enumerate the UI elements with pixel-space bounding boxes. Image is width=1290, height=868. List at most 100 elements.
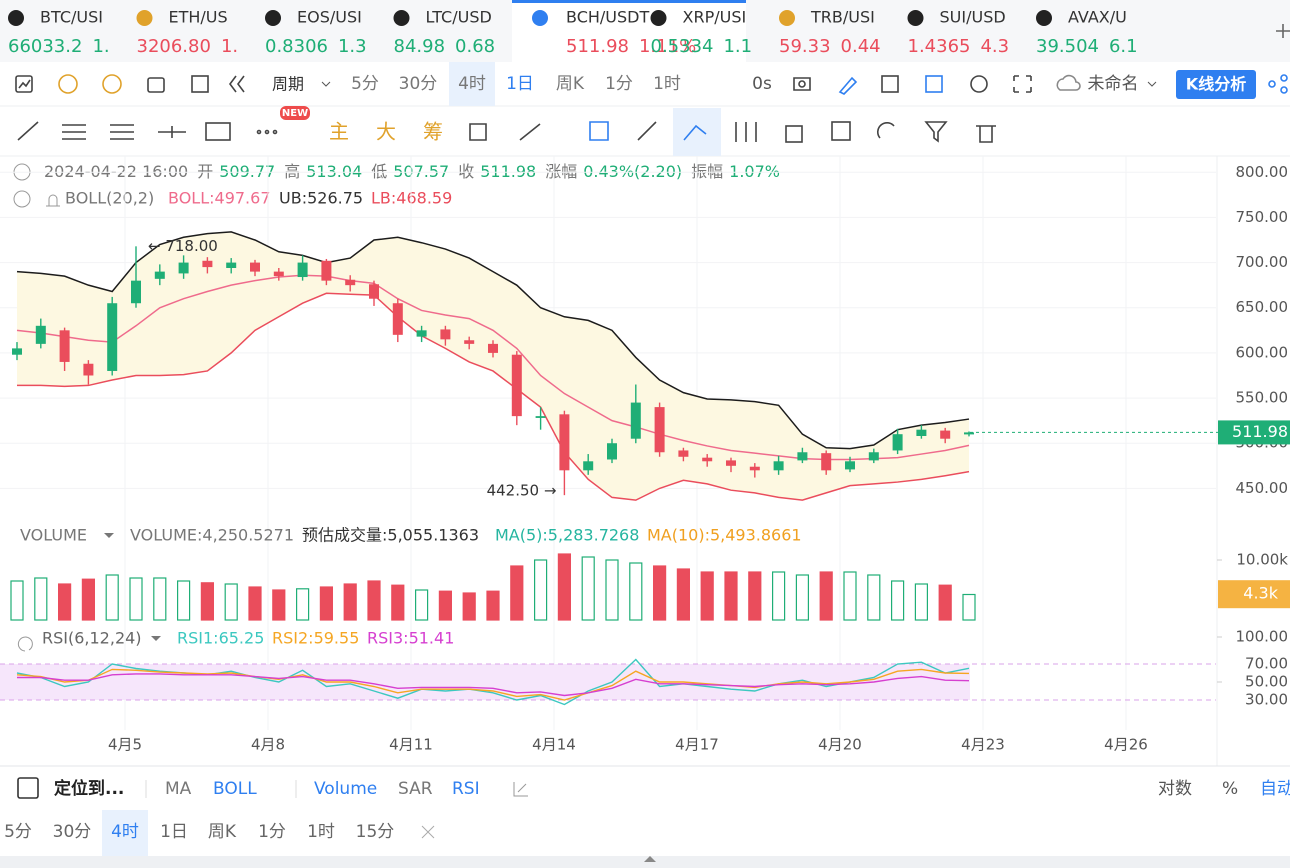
ticker-change: 1.11%: [639, 36, 696, 57]
analysis-button-bg[interactable]: [1176, 70, 1256, 99]
volume-bar: [486, 590, 500, 621]
indicator-button[interactable]: 大: [376, 120, 396, 144]
axis-option[interactable]: %: [1222, 779, 1238, 799]
ticker-tab[interactable]: LTC/USD 84.98 0.68: [393, 8, 496, 58]
candle-body: [12, 348, 22, 355]
volume-bar: [533, 559, 548, 621]
info-label: 振幅: [691, 162, 723, 181]
interval-button[interactable]: 1时: [653, 74, 681, 94]
dropdown-caret: [321, 81, 331, 87]
candle-body: [916, 429, 927, 436]
candle-body: [440, 329, 451, 340]
locate-button[interactable]: 定位到...: [54, 778, 124, 799]
ticker-tab[interactable]: ETH/US 3206.80 1.: [136, 8, 239, 58]
interval-button[interactable]: 1时: [307, 822, 335, 842]
interval-button[interactable]: 30分: [399, 74, 438, 94]
ticker-quote: 39.504 6.1: [1036, 36, 1138, 57]
info-label: 高: [284, 162, 300, 181]
interval-button[interactable]: 1日: [506, 74, 534, 94]
bell-icon[interactable]: [17, 636, 33, 652]
ticker-tab[interactable]: BCH/USDT 511.98 1.11%: [532, 8, 696, 58]
sub-indicator[interactable]: RSI: [452, 779, 480, 799]
x-tick-label: 4月14: [532, 736, 576, 754]
candle-body: [202, 260, 213, 268]
volume-bar: [200, 582, 214, 621]
candle-body: [868, 452, 879, 461]
interval-button[interactable]: 30分: [53, 822, 92, 842]
ticker-tab[interactable]: XRP/USI 0.5334 1.1: [650, 8, 753, 58]
interval-button[interactable]: 4时: [458, 74, 486, 94]
volume-bar: [557, 553, 572, 621]
main-indicator[interactable]: BOLL: [213, 779, 257, 799]
period-label[interactable]: 周期: [272, 75, 304, 94]
interval-button[interactable]: 1分: [605, 74, 633, 94]
y-tick-label: 650.00: [1236, 298, 1289, 316]
volume-bar: [391, 584, 405, 621]
ticker-tab[interactable]: EOS/USI 0.8306 1.3: [265, 8, 367, 58]
ticker-tab[interactable]: SUI/USD 1.4365 4.3: [907, 8, 1010, 58]
interval-button[interactable]: 5分: [4, 822, 32, 842]
ticker-name: EOS/USI: [297, 8, 362, 27]
toolbar-icons[interactable]: [15, 74, 1288, 95]
candle-body: [321, 260, 332, 281]
ticker-price: 0.8306: [265, 36, 328, 57]
ticker-tab[interactable]: BTC/USI 66033.2 1.: [8, 8, 110, 58]
x-tick-label: 4月26: [1104, 736, 1148, 754]
ohlc-info: 2024-04-22 16:00 开 509.77 高 513.04 低 507.57 收 51…: [44, 162, 780, 181]
rsi-header-name: RSI(6,12,24): [42, 629, 142, 648]
ticker-tab[interactable]: TRB/USI 59.33 0.44: [779, 8, 881, 58]
indicator-button[interactable]: 筹: [423, 120, 443, 144]
info-value: 511.98: [480, 162, 536, 181]
interval-button[interactable]: 周K: [556, 74, 585, 94]
ticker-change: 1.1: [723, 36, 752, 57]
interval-button[interactable]: 4时: [111, 822, 139, 842]
collapse-icon[interactable]: [13, 190, 31, 208]
ticker-quote: 0.5334 1.1: [651, 36, 753, 57]
main-indicator[interactable]: MA: [165, 779, 192, 799]
drawing-tool-icons[interactable]: [17, 108, 996, 156]
volume-bar: [867, 574, 881, 621]
volume-bar: [700, 571, 714, 621]
active-interval-bg: [102, 810, 148, 856]
volume-bar: [605, 559, 619, 621]
last-price-tag: [1218, 420, 1290, 445]
axis-option[interactable]: 对数: [1158, 779, 1192, 799]
info-value: 507.57: [393, 162, 449, 181]
last-price-label: 511.98: [1232, 422, 1288, 441]
axis-option[interactable]: 自动: [1260, 779, 1290, 799]
ticker-tab[interactable]: AVAX/U 39.504 6.1: [1036, 8, 1138, 58]
interval-button[interactable]: 5分: [351, 74, 379, 94]
sub-indicator[interactable]: Volume: [314, 779, 377, 799]
candle-body: [226, 262, 237, 268]
layout-name[interactable]: 未命名: [1088, 74, 1139, 94]
volume-bar: [890, 580, 905, 621]
close-icon[interactable]: [421, 825, 435, 839]
add-tab[interactable]: [1276, 24, 1290, 38]
volume-bar: [843, 571, 857, 621]
sub-indicator[interactable]: SAR: [398, 779, 433, 799]
volume-bar: [795, 574, 810, 621]
analysis-button[interactable]: K线分析: [1186, 75, 1246, 94]
interval-button[interactable]: 1日: [160, 822, 188, 842]
interval-button[interactable]: 周K: [208, 822, 237, 842]
interval-button[interactable]: 15分: [356, 822, 395, 842]
ticker-price: 0.5334: [651, 36, 714, 57]
dropdown-caret[interactable]: [151, 636, 161, 641]
collapse-arrow[interactable]: [644, 856, 656, 862]
interval-button[interactable]: 1分: [258, 822, 286, 842]
edit-icon[interactable]: [513, 782, 528, 797]
coin-icon: [532, 10, 548, 26]
dropdown-caret[interactable]: [104, 533, 114, 538]
ticker-quote: 1.4365 4.3: [908, 36, 1010, 57]
indicator-button[interactable]: 主: [329, 120, 349, 144]
ticker-change: 4.3: [980, 36, 1009, 57]
info-value: 0.43%(2.20): [583, 162, 682, 181]
active-interval-bg: [449, 62, 495, 106]
volume-bar: [296, 588, 310, 621]
calendar-icon[interactable]: [17, 777, 39, 799]
volume-header-ma10: MA(10):5,493.8661: [647, 526, 802, 545]
volume-header-name: VOLUME: [20, 526, 87, 545]
active-tab-indicator: [512, 0, 746, 3]
